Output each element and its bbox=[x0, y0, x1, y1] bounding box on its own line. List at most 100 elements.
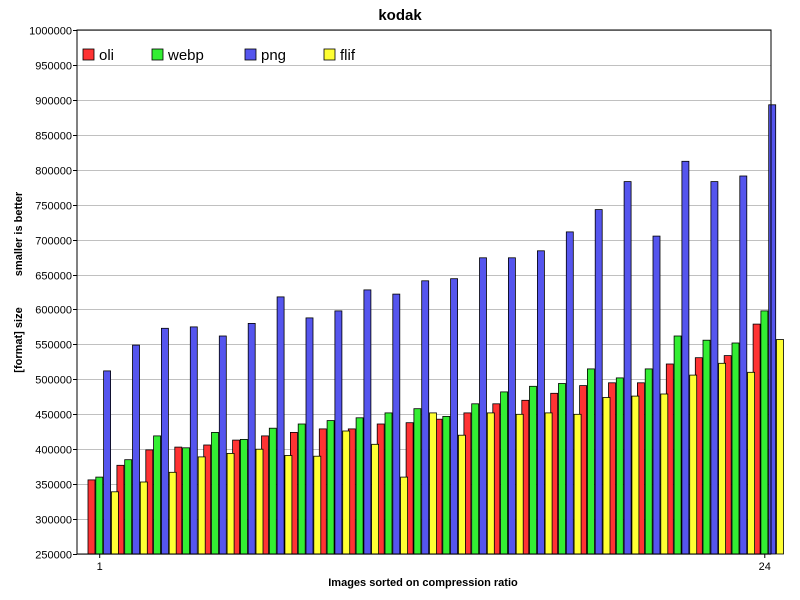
bar-png bbox=[305, 317, 314, 555]
bar-png bbox=[623, 181, 632, 555]
plot-area bbox=[76, 29, 772, 555]
bar-png bbox=[363, 289, 372, 555]
bar-webp bbox=[182, 447, 191, 555]
bar-webp bbox=[297, 423, 306, 555]
bar-flif bbox=[776, 339, 784, 555]
bar-png bbox=[160, 327, 169, 555]
bar-webp bbox=[355, 417, 364, 555]
bar-png bbox=[565, 231, 574, 555]
bar-webp bbox=[95, 476, 104, 555]
legend-swatch-webp bbox=[151, 48, 164, 61]
y-tick-label: 950000 bbox=[35, 61, 72, 73]
x-tick-label: 1 bbox=[97, 561, 103, 573]
y-tick-label: 850000 bbox=[35, 131, 72, 143]
y-tick-label: 400000 bbox=[35, 445, 72, 457]
y-axis-label-secondary: smaller is better bbox=[13, 191, 25, 276]
bar-png bbox=[479, 257, 487, 555]
bar-png bbox=[103, 370, 111, 555]
bar-webp bbox=[644, 368, 653, 555]
bar-flif bbox=[602, 397, 611, 555]
y-tick-label: 750000 bbox=[35, 201, 72, 213]
bar-png bbox=[710, 181, 719, 555]
bar-webp bbox=[673, 335, 682, 555]
bar-webp bbox=[268, 427, 277, 555]
legend-swatch-oli bbox=[82, 48, 95, 61]
bar-flif bbox=[689, 374, 698, 555]
y-tick-label: 350000 bbox=[35, 480, 72, 492]
bar-webp bbox=[124, 459, 133, 555]
y-tick-label: 900000 bbox=[35, 96, 72, 108]
bar-png bbox=[392, 293, 401, 555]
x-axis-label: Images sorted on compression ratio bbox=[328, 577, 518, 589]
y-tick-label: 650000 bbox=[35, 271, 72, 283]
bar-flif bbox=[168, 471, 177, 555]
bar-webp bbox=[702, 339, 711, 555]
legend-label-webp: webp bbox=[167, 47, 204, 64]
bars bbox=[87, 104, 784, 555]
bar-webp bbox=[326, 420, 335, 555]
bar-webp bbox=[500, 391, 509, 555]
y-tick-label: 300000 bbox=[35, 515, 72, 527]
bar-png bbox=[132, 344, 140, 555]
bar-flif bbox=[226, 452, 235, 555]
bar-png bbox=[652, 235, 661, 555]
bar-flif bbox=[515, 413, 524, 555]
bar-flif bbox=[544, 412, 553, 555]
bar-flif bbox=[313, 455, 322, 555]
bar-png bbox=[247, 322, 256, 555]
legend-swatch-flif bbox=[323, 48, 336, 61]
bar-webp bbox=[731, 342, 740, 555]
chart-title: kodak bbox=[378, 7, 422, 24]
x-tick-label: 24 bbox=[759, 561, 771, 573]
bar-webp bbox=[471, 403, 480, 555]
bar-oli bbox=[87, 479, 96, 555]
bar-flif bbox=[371, 443, 380, 555]
y-tick-label: 600000 bbox=[35, 305, 72, 317]
bar-webp bbox=[239, 438, 248, 555]
bar-flif bbox=[429, 412, 437, 555]
bar-webp bbox=[558, 383, 566, 555]
bar-flif bbox=[255, 448, 264, 555]
bar-webp bbox=[760, 310, 769, 555]
x-axis: 1 24 bbox=[97, 554, 771, 573]
bar-flif bbox=[486, 412, 495, 555]
legend-label-png: png bbox=[261, 47, 286, 64]
y-axis-label: [format] size bbox=[13, 307, 25, 372]
bar-flif bbox=[284, 455, 293, 555]
bar-flif bbox=[400, 476, 409, 555]
bar-flif bbox=[342, 430, 351, 555]
legend-swatch-png bbox=[244, 48, 257, 61]
legend-label-oli: oli bbox=[99, 47, 114, 64]
legend: oli webp png flif bbox=[82, 47, 356, 64]
bar-png bbox=[768, 104, 777, 555]
bar-webp bbox=[211, 431, 219, 555]
y-axis: 250000 300000 350000 400000 450000 500000 5500… bbox=[29, 26, 77, 562]
bar-flif bbox=[631, 395, 640, 555]
legend-label-flif: flif bbox=[340, 47, 356, 64]
y-tick-label: 250000 bbox=[35, 550, 72, 562]
y-tick-label: 500000 bbox=[35, 375, 72, 387]
y-tick-label: 800000 bbox=[35, 166, 72, 178]
bar-png bbox=[189, 326, 198, 555]
y-tick-label: 700000 bbox=[35, 236, 72, 248]
bar-webp bbox=[153, 435, 162, 555]
bar-flif bbox=[747, 371, 755, 555]
y-tick-label: 450000 bbox=[35, 410, 72, 422]
bar-webp bbox=[384, 412, 393, 555]
bar-flif bbox=[139, 481, 148, 555]
bar-flif bbox=[718, 362, 726, 555]
bar-webp bbox=[587, 368, 595, 555]
bar-png bbox=[450, 278, 459, 555]
bar-webp bbox=[442, 415, 451, 555]
bar-flif bbox=[197, 456, 206, 555]
bar-webp bbox=[529, 385, 537, 555]
bar-flif bbox=[660, 393, 669, 555]
bar-webp bbox=[413, 408, 422, 555]
bar-webp bbox=[615, 377, 624, 555]
bar-flif bbox=[111, 491, 119, 555]
bar-png bbox=[218, 335, 227, 555]
bar-png bbox=[276, 296, 285, 555]
bar-png bbox=[537, 250, 545, 555]
bar-png bbox=[739, 175, 748, 555]
